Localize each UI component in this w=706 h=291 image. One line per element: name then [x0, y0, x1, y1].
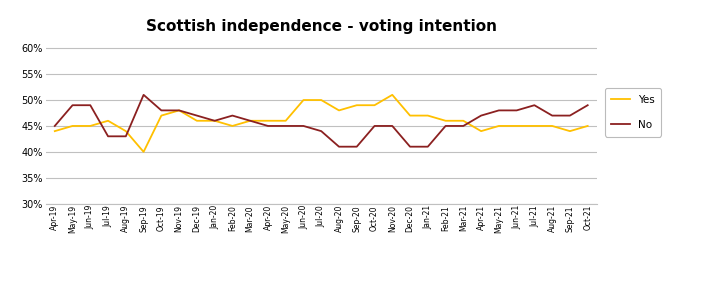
- Yes: [246, 119, 254, 123]
- No: [406, 145, 414, 148]
- Yes: [175, 109, 184, 112]
- No: [51, 124, 59, 128]
- Yes: [370, 104, 378, 107]
- No: [104, 134, 112, 138]
- No: [566, 114, 574, 117]
- No: [352, 145, 361, 148]
- Yes: [210, 119, 219, 123]
- Yes: [139, 150, 148, 154]
- No: [530, 104, 539, 107]
- Yes: [51, 129, 59, 133]
- No: [495, 109, 503, 112]
- Yes: [406, 114, 414, 117]
- No: [228, 114, 237, 117]
- Yes: [513, 124, 521, 128]
- Yes: [299, 98, 308, 102]
- Yes: [282, 119, 290, 123]
- Yes: [104, 119, 112, 123]
- No: [477, 114, 485, 117]
- No: [139, 93, 148, 97]
- No: [459, 124, 467, 128]
- No: [317, 129, 325, 133]
- No: [513, 109, 521, 112]
- Yes: [388, 93, 397, 97]
- Yes: [193, 119, 201, 123]
- No: [424, 145, 432, 148]
- Title: Scottish independence - voting intention: Scottish independence - voting intention: [145, 19, 497, 34]
- No: [175, 109, 184, 112]
- No: [246, 119, 254, 123]
- Yes: [317, 98, 325, 102]
- Yes: [459, 119, 467, 123]
- No: [86, 104, 95, 107]
- Yes: [548, 124, 556, 128]
- Yes: [583, 124, 592, 128]
- Yes: [121, 129, 130, 133]
- No: [370, 124, 378, 128]
- No: [548, 114, 556, 117]
- Yes: [157, 114, 166, 117]
- Yes: [566, 129, 574, 133]
- No: [282, 124, 290, 128]
- No: [441, 124, 450, 128]
- Line: Yes: Yes: [55, 95, 587, 152]
- No: [583, 104, 592, 107]
- No: [193, 114, 201, 117]
- Line: No: No: [55, 95, 587, 147]
- Yes: [477, 129, 485, 133]
- Legend: Yes, No: Yes, No: [604, 88, 661, 136]
- No: [299, 124, 308, 128]
- Yes: [228, 124, 237, 128]
- Yes: [264, 119, 273, 123]
- Yes: [441, 119, 450, 123]
- Yes: [68, 124, 77, 128]
- No: [210, 119, 219, 123]
- No: [157, 109, 166, 112]
- Yes: [352, 104, 361, 107]
- No: [264, 124, 273, 128]
- No: [335, 145, 343, 148]
- Yes: [335, 109, 343, 112]
- Yes: [424, 114, 432, 117]
- Yes: [495, 124, 503, 128]
- No: [121, 134, 130, 138]
- Yes: [86, 124, 95, 128]
- Yes: [530, 124, 539, 128]
- No: [388, 124, 397, 128]
- No: [68, 104, 77, 107]
